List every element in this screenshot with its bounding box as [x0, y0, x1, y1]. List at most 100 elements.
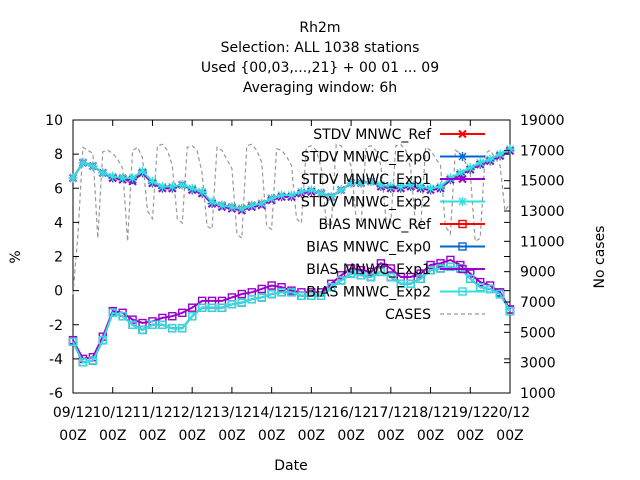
x-tick-label-day: 11/12	[132, 405, 172, 421]
data-point	[128, 315, 137, 324]
data-point	[138, 325, 147, 335]
data-point	[406, 180, 416, 190]
data-point	[435, 182, 445, 192]
data-point	[257, 199, 267, 209]
data-point	[495, 149, 505, 159]
data-point	[466, 269, 475, 278]
data-point	[416, 182, 426, 192]
legend-label: BIAS MNWC_Ref	[319, 217, 433, 233]
data-point	[177, 180, 187, 190]
data-point	[495, 289, 505, 299]
data-point	[376, 180, 386, 190]
axes: -6 -4 -2 0 2 4 6 8 10 1000 3000 5000 7000 9000 11000 13…	[45, 113, 564, 444]
data-point	[326, 192, 336, 202]
legend-label: STDV MNWC_Ref	[313, 127, 432, 143]
data-point	[108, 308, 117, 318]
y2-tick-label: 11000	[520, 234, 565, 250]
data-point	[277, 288, 286, 297]
data-point	[247, 294, 256, 304]
series-line	[72, 265, 511, 364]
data-point	[336, 185, 346, 195]
x-tick-label-day: 12/12	[172, 405, 212, 421]
data-point	[147, 176, 157, 186]
data-point	[217, 303, 227, 312]
y-tick-label: 4	[54, 215, 63, 231]
data-point	[366, 272, 376, 282]
data-point	[356, 178, 366, 188]
x-tick-label-day: 18/12	[410, 405, 450, 421]
y-tick-label: 0	[54, 284, 63, 300]
x-tick-label-hour: 00Z	[59, 428, 86, 444]
data-point	[267, 281, 276, 290]
data-point	[505, 306, 515, 316]
data-point	[168, 323, 177, 333]
data-point	[336, 276, 346, 285]
data-point	[475, 158, 485, 168]
y2-tick-label: 13000	[520, 204, 565, 220]
legend-marker	[458, 197, 467, 206]
data-point	[187, 183, 197, 193]
data-point	[168, 312, 177, 321]
data-point	[178, 308, 187, 318]
legend: STDV MNWC_Ref STDV MNWC_Exp0 STDV MNWC_Exp…	[301, 127, 485, 323]
x-tick-label-hour: 00Z	[258, 428, 285, 444]
x-tick-label-hour: 00Z	[337, 428, 364, 444]
data-point	[317, 291, 326, 300]
legend-label: BIAS MNWC_Exp1	[306, 262, 431, 278]
data-point	[436, 259, 445, 268]
x-tick-label-day: 09/12	[53, 405, 93, 421]
x-tick-label-day: 15/12	[291, 405, 331, 421]
data-point	[237, 204, 247, 214]
data-point	[455, 168, 465, 178]
y2-tick-label: 5000	[520, 325, 556, 341]
x-tick-label-day: 16/12	[331, 405, 371, 421]
legend-marker	[458, 174, 467, 184]
y2-tick-label: 3000	[520, 356, 556, 372]
legend-label: BIAS MNWC_Exp0	[306, 240, 431, 256]
y2-tick-label: 15000	[520, 174, 565, 190]
series-group	[68, 144, 515, 367]
data-point	[237, 298, 247, 307]
plot-border	[72, 119, 511, 394]
y-tick-label: 10	[45, 113, 63, 129]
y-tick-label: 8	[54, 147, 63, 163]
data-point	[217, 200, 227, 210]
data-point	[366, 267, 376, 277]
data-point	[108, 171, 118, 181]
data-point	[128, 320, 137, 329]
data-point	[158, 320, 167, 329]
data-point	[197, 303, 207, 312]
x-tick-label-hour: 00Z	[457, 428, 484, 444]
legend-label: STDV MNWC_Exp1	[301, 172, 431, 188]
chart-title-line-3: Used {00,03,...,21} + 00 01 ... 09	[200, 60, 440, 76]
data-point	[426, 265, 435, 275]
data-point	[227, 202, 237, 212]
data-point	[356, 271, 366, 280]
data-point	[426, 260, 435, 270]
data-point	[178, 323, 187, 333]
x-tick-label-hour: 00Z	[99, 428, 126, 444]
data-point	[466, 274, 475, 283]
x-tick-label-day: 19/12	[450, 405, 490, 421]
legend-marker	[458, 242, 467, 251]
data-point	[118, 173, 128, 183]
data-point	[277, 190, 287, 200]
data-point	[297, 291, 306, 300]
legend-marker	[458, 219, 467, 229]
data-point	[307, 291, 316, 300]
data-point	[207, 197, 217, 207]
series-line	[72, 258, 511, 361]
data-point	[68, 337, 78, 347]
data-point	[157, 182, 167, 192]
data-point	[197, 187, 207, 197]
data-point	[257, 293, 266, 302]
data-point	[356, 265, 366, 275]
data-point	[257, 284, 266, 294]
x-tick-label-hour: 00Z	[298, 428, 325, 444]
data-point	[316, 188, 326, 198]
data-point	[366, 176, 376, 186]
legend-label: CASES	[385, 307, 431, 323]
y-tick-label: -4	[49, 352, 63, 368]
y2-tick-label: 7000	[520, 295, 556, 311]
